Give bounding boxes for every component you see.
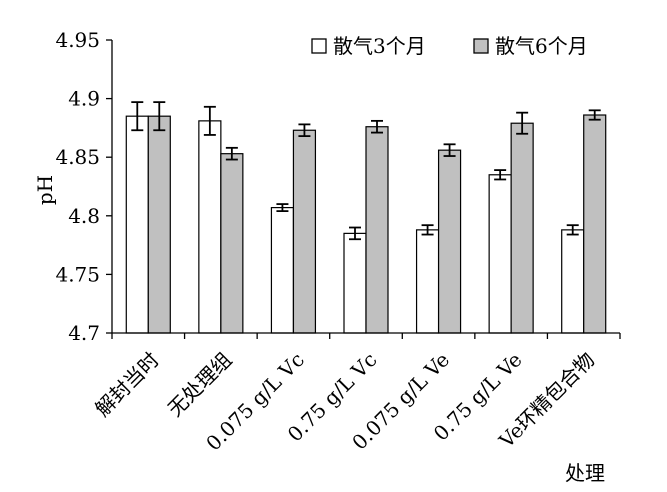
x-axis-title: 处理 <box>565 461 605 485</box>
bar-s2-c6 <box>510 122 534 334</box>
bar-s1-c3 <box>270 206 295 334</box>
bar-s1-c6 <box>488 174 512 334</box>
bars-layer <box>125 114 607 334</box>
y-axis-title: pH <box>33 175 57 205</box>
error-bar-s2-c6 <box>516 111 529 135</box>
legend: 散气3个月 散气6个月 <box>311 34 588 58</box>
axes-layer <box>106 39 621 339</box>
bar-s1-c1 <box>125 115 149 334</box>
x-tick-label: 解封当时 <box>90 348 164 422</box>
y-tick-label: 4.95 <box>55 28 100 52</box>
error-bar-s2-c2 <box>225 146 238 161</box>
bar-s2-c5 <box>437 149 462 334</box>
legend-label-series-2: 散气6个月 <box>495 34 588 58</box>
legend-swatch-series-1 <box>311 38 327 54</box>
bar-s1-c4 <box>343 232 367 334</box>
x-tick-label: 无处理组 <box>163 348 237 422</box>
bar-s2-c2 <box>220 153 244 334</box>
error-bar-s2-c4 <box>371 119 383 134</box>
bar-s1-c7 <box>561 229 585 334</box>
error-bar-s1-c2 <box>203 105 216 136</box>
error-bar-s1-c6 <box>494 169 507 181</box>
bar-s1-c5 <box>415 229 440 334</box>
bar-s2-c1 <box>147 115 171 334</box>
y-tick-label: 4.8 <box>68 204 100 228</box>
error-bar-s1-c1 <box>131 101 144 132</box>
bar-s2-c7 <box>583 114 607 334</box>
error-bar-s2-c5 <box>443 143 456 157</box>
y-tick-label: 4.85 <box>55 145 100 169</box>
bar-s2-c3 <box>292 129 317 334</box>
error-bar-s1-c5 <box>421 224 434 236</box>
error-bars-layer <box>131 101 601 241</box>
error-bar-s2-c1 <box>153 101 166 132</box>
y-tick-labels: 4.7 4.75 4.8 4.85 4.9 4.95 <box>55 28 100 345</box>
bar-s2-c4 <box>365 126 389 334</box>
legend-swatch-series-2 <box>473 38 489 54</box>
error-bar-s2-c7 <box>588 109 601 121</box>
legend-label-series-1: 散气3个月 <box>333 34 426 58</box>
y-tick-label: 4.75 <box>55 262 100 286</box>
error-bar-s1-c4 <box>349 226 361 241</box>
bar-s1-c2 <box>198 120 222 334</box>
error-bar-s1-c7 <box>566 224 579 236</box>
error-bar-s2-c3 <box>298 123 311 138</box>
error-bar-s1-c3 <box>276 203 289 213</box>
y-tick-label: 4.9 <box>68 87 100 111</box>
y-tick-label: 4.7 <box>68 321 100 345</box>
